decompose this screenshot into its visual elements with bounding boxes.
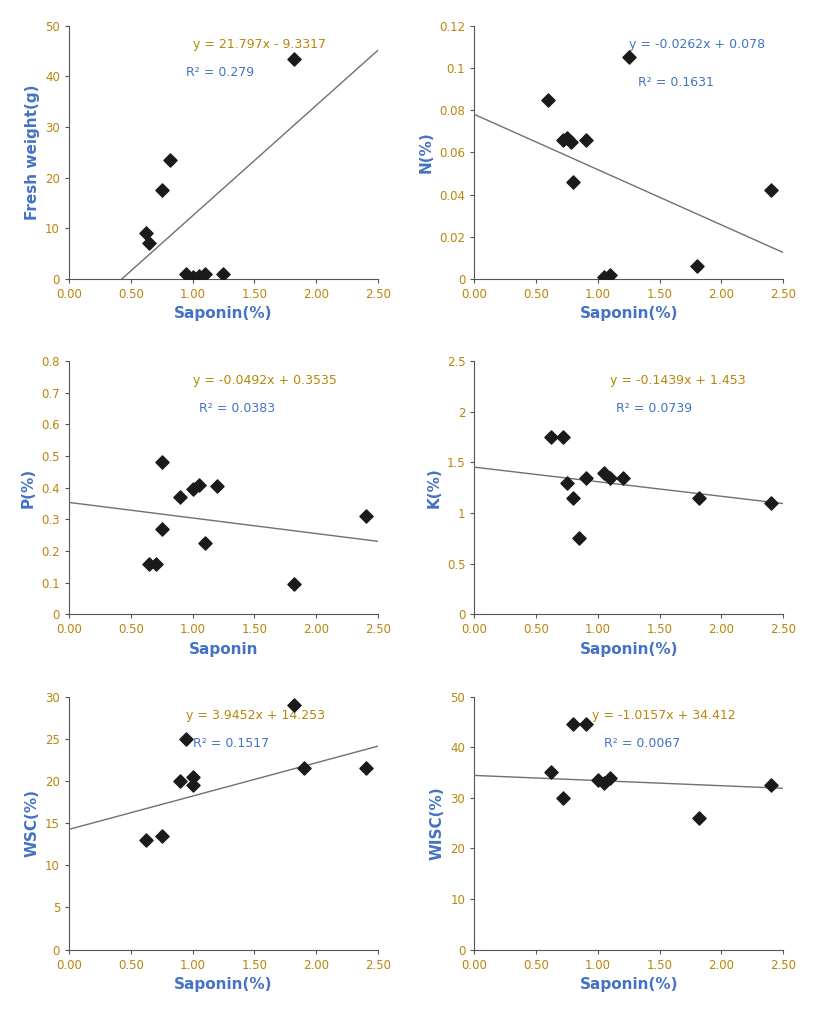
Point (186, 769, 199, 785)
Point (288, 51, 301, 67)
X-axis label: Saponin(%): Saponin(%) (579, 642, 678, 656)
Point (764, 777, 777, 793)
Point (604, 770, 617, 786)
Point (567, 174, 580, 190)
X-axis label: Saponin(%): Saponin(%) (174, 307, 273, 321)
Point (560, 130, 574, 146)
Point (288, 576, 301, 593)
Text: R² = 0.0739: R² = 0.0739 (616, 402, 693, 414)
Point (690, 258, 703, 275)
X-axis label: Saponin(%): Saponin(%) (174, 978, 273, 992)
Y-axis label: K(%): K(%) (426, 467, 441, 509)
Point (359, 509, 372, 525)
Point (155, 828, 168, 844)
Point (565, 134, 578, 150)
Point (211, 478, 224, 494)
Point (597, 464, 610, 480)
Point (192, 476, 205, 492)
Text: R² = 0.0067: R² = 0.0067 (604, 737, 681, 750)
Point (186, 481, 199, 497)
Text: y = -0.0492x + 0.3535: y = -0.0492x + 0.3535 (193, 374, 337, 387)
Point (544, 428, 557, 445)
Point (139, 225, 152, 241)
Point (567, 489, 580, 505)
Text: R² = 0.1517: R² = 0.1517 (193, 737, 269, 750)
Text: y = 21.797x - 9.3317: y = 21.797x - 9.3317 (193, 38, 325, 52)
X-axis label: Saponin(%): Saponin(%) (579, 978, 678, 992)
Point (764, 494, 777, 511)
Point (579, 132, 592, 148)
Point (199, 535, 212, 551)
Point (597, 775, 610, 791)
Point (573, 530, 586, 546)
Text: y = 3.9452x + 14.253: y = 3.9452x + 14.253 (186, 709, 325, 722)
Point (764, 182, 777, 199)
Point (359, 760, 372, 776)
Point (199, 265, 212, 282)
Point (604, 266, 617, 283)
Point (567, 716, 580, 732)
Point (544, 765, 557, 781)
Text: R² = 0.1631: R² = 0.1631 (638, 76, 714, 89)
Text: y = -0.1439x + 1.453: y = -0.1439x + 1.453 (610, 374, 746, 387)
X-axis label: Saponin: Saponin (189, 642, 258, 656)
Point (186, 269, 199, 286)
Point (155, 454, 168, 470)
Point (579, 716, 592, 732)
Point (186, 777, 199, 793)
Point (693, 810, 706, 827)
Point (139, 832, 152, 848)
Point (297, 760, 310, 776)
Text: y = -1.0157x + 34.412: y = -1.0157x + 34.412 (592, 709, 735, 722)
Point (597, 268, 610, 285)
Point (180, 730, 193, 747)
Point (155, 521, 168, 537)
Point (217, 265, 230, 282)
Point (180, 265, 193, 282)
Point (592, 772, 605, 788)
Point (163, 152, 176, 168)
Point (174, 773, 187, 789)
Point (604, 469, 617, 485)
Text: y = -0.0262x + 0.078: y = -0.0262x + 0.078 (629, 38, 765, 52)
Text: R² = 0.279: R² = 0.279 (186, 66, 255, 79)
Y-axis label: Fresh weight(g): Fresh weight(g) (25, 85, 39, 220)
Point (143, 555, 156, 571)
Y-axis label: P(%): P(%) (20, 468, 36, 508)
Y-axis label: N(%): N(%) (418, 132, 434, 173)
Point (542, 91, 555, 107)
Point (616, 469, 629, 485)
Point (288, 697, 301, 713)
Point (149, 555, 162, 571)
Point (174, 489, 187, 505)
Point (579, 469, 592, 485)
Point (560, 474, 574, 490)
X-axis label: Saponin(%): Saponin(%) (579, 307, 678, 321)
Point (623, 50, 636, 66)
Point (192, 268, 205, 285)
Point (556, 428, 569, 445)
Point (155, 182, 168, 199)
Text: R² = 0.0383: R² = 0.0383 (199, 402, 275, 414)
Point (556, 790, 569, 806)
Point (556, 132, 569, 148)
Y-axis label: WSC(%): WSC(%) (25, 789, 39, 857)
Point (693, 489, 706, 505)
Point (143, 235, 156, 251)
Y-axis label: WISC(%): WISC(%) (430, 786, 445, 860)
